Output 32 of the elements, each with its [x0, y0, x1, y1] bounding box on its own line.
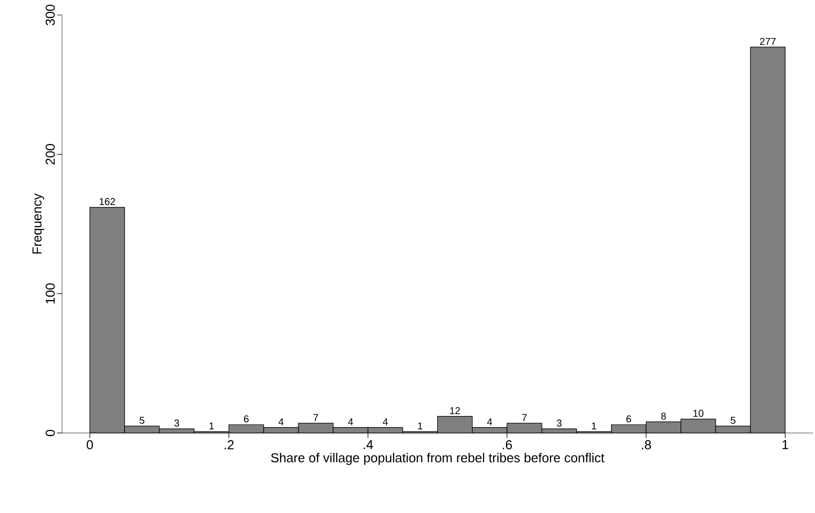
data-label: 12: [450, 407, 460, 414]
data-label: 3: [556, 420, 562, 427]
data-label: 6: [244, 415, 249, 422]
x-tick-label: .8: [642, 440, 651, 450]
x-tick-label: 0: [86, 440, 93, 450]
y-tick-label: 100: [46, 283, 55, 304]
data-label: 8: [661, 412, 666, 420]
data-label: 7: [522, 414, 527, 422]
y-tick-label: 0: [46, 430, 55, 436]
x-axis-title: Share of village population from rebel tribes before conflict: [271, 452, 604, 465]
data-label: 5: [140, 416, 144, 424]
data-label: 4: [348, 418, 354, 426]
data-label: 10: [693, 410, 704, 417]
data-label: 277: [760, 38, 776, 45]
x-tick-label: .4: [364, 440, 373, 450]
data-label: 1: [592, 422, 596, 430]
x-tick-label: .6: [502, 440, 512, 450]
x-tick-label: .2: [224, 440, 234, 450]
data-label: 5: [730, 416, 736, 424]
y-axis-title: Frequency: [32, 193, 44, 254]
data-label: 162: [100, 198, 116, 206]
data-label: 1: [418, 422, 422, 430]
y-tick-label: 300: [46, 4, 55, 26]
data-label: 4: [487, 418, 492, 426]
x-tick-label: 1: [782, 440, 788, 450]
data-label: 7: [314, 414, 318, 422]
data-label: 3: [174, 420, 180, 427]
data-label: 1: [210, 422, 214, 430]
y-tick-label: 200: [46, 144, 55, 164]
data-label: 6: [626, 415, 632, 422]
data-label: 4: [278, 418, 284, 426]
data-label: 4: [382, 418, 388, 426]
